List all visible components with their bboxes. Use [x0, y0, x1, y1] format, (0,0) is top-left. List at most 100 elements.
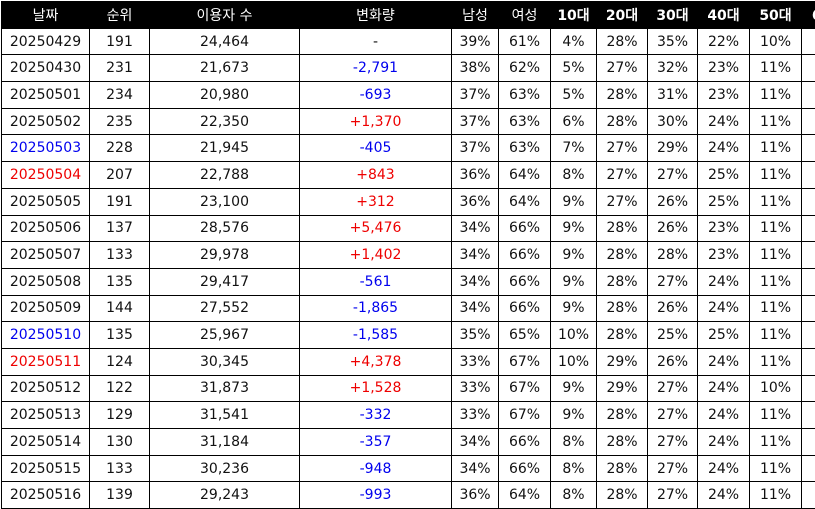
male-pct-cell: 36%: [452, 482, 499, 509]
male-pct-cell: 33%: [452, 348, 499, 375]
age-30s-cell: 26%: [648, 348, 698, 375]
header-age-10s: 10대: [551, 2, 597, 29]
age-10s-cell: 6%: [551, 108, 597, 135]
age-10s-cell: 9%: [551, 295, 597, 322]
male-pct-cell: 37%: [452, 135, 499, 162]
male-pct-cell: 37%: [452, 108, 499, 135]
age-40s-cell: 24%: [698, 135, 750, 162]
age-60s-cell: 2%: [802, 375, 815, 402]
female-pct-cell: 63%: [499, 82, 551, 109]
age-20s-cell: 28%: [597, 215, 648, 242]
date-cell: 20250501: [2, 82, 90, 109]
age-30s-cell: 31%: [648, 82, 698, 109]
age-60s-cell: 2%: [802, 215, 815, 242]
age-60s-cell: 2%: [802, 268, 815, 295]
users-cell: 22,350: [150, 108, 300, 135]
header-date: 날짜: [2, 2, 90, 29]
users-cell: 30,236: [150, 455, 300, 482]
female-pct-cell: 61%: [499, 28, 551, 55]
change-cell: +843: [300, 162, 452, 189]
age-20s-cell: 29%: [597, 375, 648, 402]
users-cell: 30,345: [150, 348, 300, 375]
rank-cell: 191: [90, 28, 150, 55]
age-60s-cell: 2%: [802, 322, 815, 349]
age-40s-cell: 22%: [698, 28, 750, 55]
age-50s-cell: 11%: [750, 188, 802, 215]
table-body: 2025042919124,464-39%61%4%28%35%22%10%2%…: [2, 28, 815, 508]
change-cell: +5,476: [300, 215, 452, 242]
users-cell: 28,576: [150, 215, 300, 242]
change-cell: +4,378: [300, 348, 452, 375]
change-cell: -1,585: [300, 322, 452, 349]
age-50s-cell: 11%: [750, 135, 802, 162]
rank-cell: 231: [90, 55, 150, 82]
age-60s-cell: 2%: [802, 455, 815, 482]
male-pct-cell: 35%: [452, 322, 499, 349]
female-pct-cell: 64%: [499, 162, 551, 189]
header-age-50s: 50대: [750, 2, 802, 29]
female-pct-cell: 67%: [499, 375, 551, 402]
rank-cell: 234: [90, 82, 150, 109]
date-cell: 20250505: [2, 188, 90, 215]
age-20s-cell: 28%: [597, 322, 648, 349]
female-pct-cell: 66%: [499, 455, 551, 482]
age-50s-cell: 11%: [750, 108, 802, 135]
change-cell: +1,402: [300, 242, 452, 269]
users-cell: 29,417: [150, 268, 300, 295]
age-10s-cell: 5%: [551, 82, 597, 109]
age-50s-cell: 11%: [750, 348, 802, 375]
age-30s-cell: 30%: [648, 108, 698, 135]
age-60s-cell: 2%: [802, 402, 815, 429]
rank-cell: 133: [90, 242, 150, 269]
age-20s-cell: 28%: [597, 268, 648, 295]
rank-cell: 207: [90, 162, 150, 189]
female-pct-cell: 67%: [499, 402, 551, 429]
age-30s-cell: 27%: [648, 455, 698, 482]
age-30s-cell: 25%: [648, 322, 698, 349]
date-cell: 20250510: [2, 322, 90, 349]
date-cell: 20250514: [2, 429, 90, 456]
change-cell: +1,528: [300, 375, 452, 402]
date-cell: 20250515: [2, 455, 90, 482]
rank-cell: 135: [90, 322, 150, 349]
age-10s-cell: 9%: [551, 242, 597, 269]
male-pct-cell: 33%: [452, 402, 499, 429]
male-pct-cell: 34%: [452, 295, 499, 322]
users-cell: 20,980: [150, 82, 300, 109]
female-pct-cell: 64%: [499, 482, 551, 509]
female-pct-cell: 66%: [499, 295, 551, 322]
users-cell: 27,552: [150, 295, 300, 322]
age-40s-cell: 24%: [698, 482, 750, 509]
age-60s-cell: 2%: [802, 348, 815, 375]
female-pct-cell: 62%: [499, 55, 551, 82]
age-50s-cell: 11%: [750, 215, 802, 242]
age-10s-cell: 8%: [551, 455, 597, 482]
header-age-30s: 30대: [648, 2, 698, 29]
male-pct-cell: 38%: [452, 55, 499, 82]
users-cell: 24,464: [150, 28, 300, 55]
age-10s-cell: 7%: [551, 135, 597, 162]
users-cell: 25,967: [150, 322, 300, 349]
header-age-40s: 40대: [698, 2, 750, 29]
age-40s-cell: 23%: [698, 82, 750, 109]
header-change: 변화량: [300, 2, 452, 29]
change-cell: +1,370: [300, 108, 452, 135]
age-10s-cell: 8%: [551, 162, 597, 189]
age-20s-cell: 28%: [597, 402, 648, 429]
date-cell: 20250502: [2, 108, 90, 135]
age-20s-cell: 28%: [597, 429, 648, 456]
age-20s-cell: 28%: [597, 108, 648, 135]
date-cell: 20250504: [2, 162, 90, 189]
age-30s-cell: 27%: [648, 482, 698, 509]
users-cell: 31,184: [150, 429, 300, 456]
header-age-60s: 60대: [802, 2, 815, 29]
age-40s-cell: 25%: [698, 162, 750, 189]
age-20s-cell: 27%: [597, 135, 648, 162]
male-pct-cell: 34%: [452, 268, 499, 295]
age-50s-cell: 11%: [750, 455, 802, 482]
users-cell: 29,243: [150, 482, 300, 509]
age-30s-cell: 26%: [648, 295, 698, 322]
